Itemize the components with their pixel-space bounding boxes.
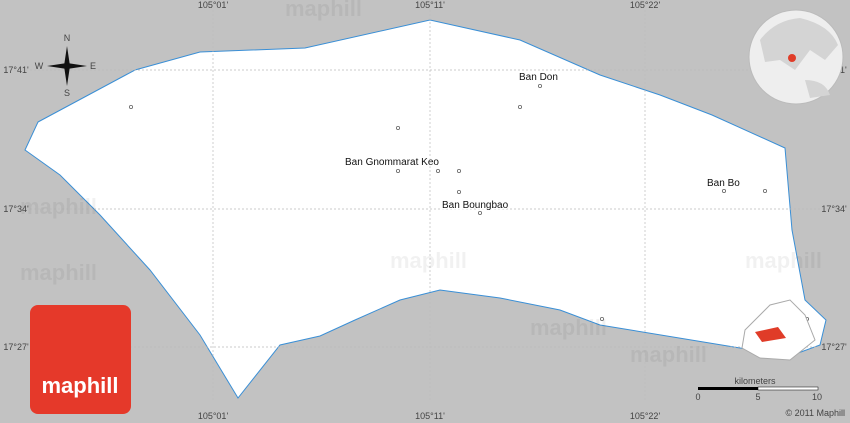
scale-tick: 0 [695, 392, 700, 402]
watermarks: maphill maphill maphill maphill maphill … [20, 0, 822, 367]
place-label: Ban Gnommarat Keo [345, 157, 439, 168]
watermark: maphill [530, 315, 607, 340]
coord-label: 17°27' [821, 342, 847, 352]
coord-label: 105°22' [630, 411, 661, 421]
scale-tick: 10 [812, 392, 822, 402]
coord-label: 105°01' [198, 0, 229, 10]
place-labels: Ban Don Ban Gnommarat Keo Ban Boungbao B… [344, 71, 742, 213]
place-label: Ban Boungbao [442, 200, 509, 211]
coord-label: 105°11' [415, 0, 445, 10]
coord-label: 17°27' [3, 342, 29, 352]
compass-n: N [64, 33, 71, 43]
globe [748, 9, 844, 105]
watermark: maphill [390, 248, 467, 273]
coord-label: 105°11' [415, 411, 445, 421]
coord-label: 105°01' [198, 411, 229, 421]
scale-label: kilometers [734, 376, 776, 386]
coord-label: 17°34' [3, 204, 29, 214]
watermark: maphill [20, 194, 97, 219]
compass: N S E W [35, 33, 96, 98]
logo: maphill [30, 305, 131, 414]
coord-label: 17°41' [3, 65, 29, 75]
logo-text: maphill [41, 373, 118, 398]
compass-s: S [64, 88, 70, 98]
watermark: maphill [20, 260, 97, 285]
inset [741, 299, 816, 361]
settlements [128, 84, 810, 321]
coord-label: 105°22' [630, 0, 661, 10]
watermark: maphill [630, 342, 707, 367]
scale-bar: kilometers 0 5 10 [695, 376, 822, 402]
place-label: Ban Bo [707, 178, 740, 189]
coord-label: 17°34' [821, 204, 847, 214]
watermark: maphill [285, 0, 362, 21]
scale-tick: 5 [755, 392, 760, 402]
watermark: maphill [745, 248, 822, 273]
region [24, 19, 827, 399]
compass-e: E [90, 61, 96, 71]
place-label: Ban Don [519, 72, 558, 83]
compass-w: W [35, 61, 44, 71]
grid [10, 10, 840, 400]
copyright: © 2011 Maphill [786, 408, 846, 418]
